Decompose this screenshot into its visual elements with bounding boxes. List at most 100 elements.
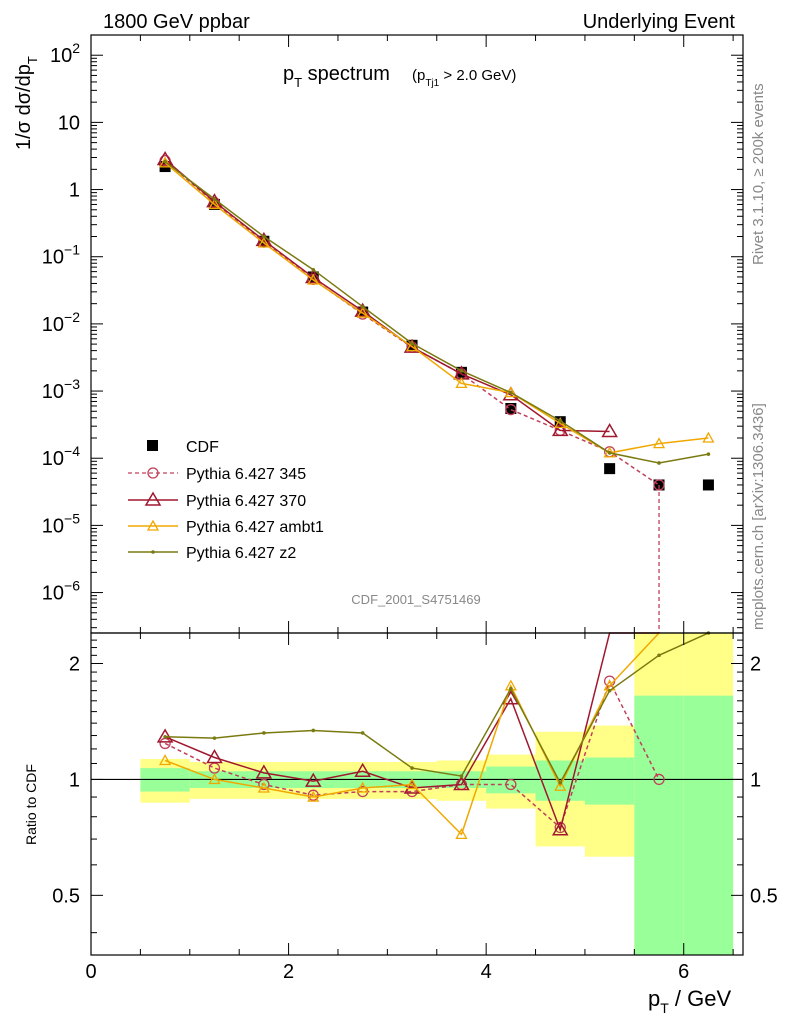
y-tick-label-ratio: 2 xyxy=(69,653,80,675)
main-series-3-point xyxy=(652,437,666,449)
main-series-3-point xyxy=(307,273,320,285)
ratio-series-0-point xyxy=(653,773,665,786)
main-series-4-point xyxy=(311,267,316,272)
axes: 0 2 4 6 10−6 10−5 10−4 10−3 10−2 10−1 1 10 102 0.5 0.5… xyxy=(42,34,778,983)
ratio-series-0-line xyxy=(164,679,660,829)
ratio-series-3-line xyxy=(165,632,709,785)
ratio-series-2-point xyxy=(307,790,320,802)
ratio-series-3-point xyxy=(262,731,266,735)
ratio-series-0-point xyxy=(307,789,319,801)
y-tick-label-main: 1 xyxy=(69,180,80,202)
main-series-0-point xyxy=(604,463,616,475)
ratio-series-2-point xyxy=(158,754,172,766)
legend-label-z2: Pythia 6.427 z2 xyxy=(186,545,296,562)
band-inner xyxy=(584,757,635,805)
main-series-3-point xyxy=(158,156,172,168)
ratio-series-0-point xyxy=(406,785,418,798)
x-axis-label: pT / GeV xyxy=(648,986,731,1016)
main-series-4-point xyxy=(410,341,414,346)
mcplots-label: mcplots.cern.ch [arXiv:1306.3436] xyxy=(750,403,767,630)
ratio-series-0-point xyxy=(505,778,517,791)
ratio-panel-marks xyxy=(156,631,711,840)
main-series-4-point xyxy=(459,369,464,373)
rivet-label: Rivet 3.1.10, ≥ 200k events xyxy=(750,83,767,265)
main-series-4-point xyxy=(509,390,513,395)
analysis-id: CDF_2001_S4751469 xyxy=(351,592,480,607)
main-series-2-point xyxy=(601,423,618,438)
legend-label-cdf: CDF xyxy=(186,439,219,456)
main-series-4-point xyxy=(262,234,266,239)
main-series-4-line xyxy=(164,161,709,464)
ratio-series-1-point xyxy=(453,776,470,791)
main-series-3-point xyxy=(702,431,715,443)
main-series-1-point xyxy=(505,403,517,416)
header-right: Underlying Event xyxy=(583,11,736,33)
y-tick-label-main: 10−5 xyxy=(42,510,80,537)
main-series-4-point xyxy=(360,304,365,309)
ratio-frame xyxy=(90,632,744,956)
y-tick-label-ratio-right: 1 xyxy=(750,769,761,791)
legend-marker-370 xyxy=(144,491,162,506)
y-axis-label-main: 1/σ dσ/dpT xyxy=(13,56,40,150)
ratio-series-1-point xyxy=(255,764,273,779)
main-panel-marks xyxy=(156,151,715,633)
y-tick-label-ratio-right: 0.5 xyxy=(750,885,778,907)
main-series-0-point xyxy=(702,479,714,491)
main-series-2-point xyxy=(156,151,174,166)
main-series-3-point xyxy=(455,377,468,389)
ratio-series-1-point xyxy=(551,821,569,836)
ratio-series-2-point xyxy=(455,828,468,840)
y-tick-label-main: 10−6 xyxy=(42,578,80,605)
ratio-series-3-point xyxy=(657,653,661,658)
ratio-series-3-point xyxy=(459,774,464,778)
main-series-3-line xyxy=(164,162,709,454)
legend-marker-cdf xyxy=(147,440,158,451)
y-tick-label-main: 10−1 xyxy=(42,242,80,269)
ratio-series-3-point xyxy=(509,686,513,691)
legend-marker-ambt1 xyxy=(146,519,160,531)
y-tick-label-ratio: 1 xyxy=(69,769,80,791)
legend-label-370: Pythia 6.427 370 xyxy=(186,493,306,510)
main-series-4-point xyxy=(657,461,661,465)
main-frame xyxy=(90,34,744,634)
y-tick-label-ratio: 0.5 xyxy=(52,885,80,907)
main-series-3-point xyxy=(356,306,369,318)
y-tick-label-ratio-right: 2 xyxy=(750,653,761,675)
x-tick-label: 4 xyxy=(481,961,492,983)
ratio-series-3-point xyxy=(360,731,365,735)
y-axis-label-ratio: Ratio to CDF xyxy=(23,764,39,845)
ratio-series-3-point xyxy=(607,688,612,693)
plot-cut: (pTj1 > 2.0 GeV) xyxy=(412,67,516,89)
ratio-series-2-point xyxy=(356,781,369,793)
band-inner xyxy=(683,695,734,955)
main-series-2-point xyxy=(551,421,569,437)
main-series-4-point xyxy=(212,197,217,201)
ratio-series-3-point xyxy=(311,728,316,733)
main-series-3-point xyxy=(208,198,221,210)
header-left: 1800 GeV ppbar xyxy=(103,11,250,33)
ratio-series-0-point xyxy=(258,778,270,791)
y-tick-label-main: 102 xyxy=(50,40,80,67)
main-series-4-point xyxy=(163,159,167,164)
legend-label-ambt1: Pythia 6.427 ambt1 xyxy=(186,519,324,536)
main-series-4-point xyxy=(558,419,563,423)
legend-marker-345 xyxy=(147,467,159,479)
ratio-series-1-point xyxy=(304,772,322,787)
x-tick-label: 6 xyxy=(678,961,689,983)
ratio-series-2-point xyxy=(405,778,419,790)
y-tick-label-main: 10−3 xyxy=(42,376,80,403)
main-series-3-point xyxy=(257,236,270,248)
ratio-series-2-point xyxy=(554,779,567,791)
legend-marker-z2 xyxy=(151,550,155,554)
ratio-series-2-point xyxy=(208,773,221,785)
main-series-1-point xyxy=(653,479,665,491)
y-tick-label-main: 10−4 xyxy=(42,443,80,470)
ratio-series-3-point xyxy=(163,735,167,739)
main-series-3-point xyxy=(603,446,616,458)
ratio-series-3-point xyxy=(410,766,414,770)
ratio-series-3-point xyxy=(558,780,563,785)
x-tick-label: 2 xyxy=(283,961,294,983)
y-tick-label-main: 10 xyxy=(58,112,80,134)
ratio-series-3-point xyxy=(212,736,217,740)
